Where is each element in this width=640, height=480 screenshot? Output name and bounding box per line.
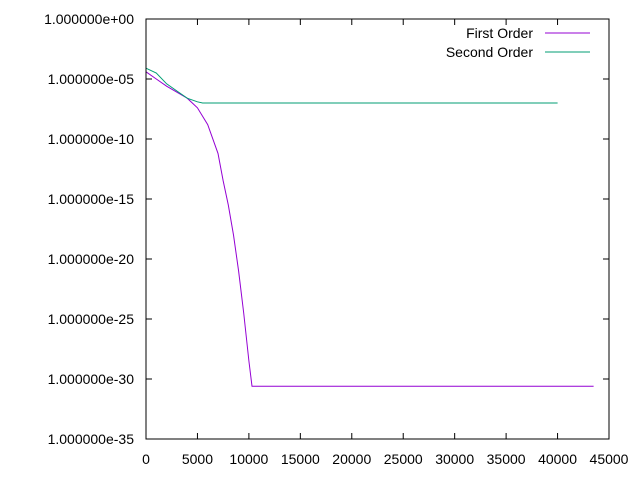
series-line-second-order <box>145 67 558 104</box>
x-tick-label: 5000 <box>182 451 213 467</box>
y-tick-label: 1.000000e-30 <box>48 371 135 387</box>
y-tick-label: 1.000000e-05 <box>48 71 135 87</box>
series-line-first-order <box>145 71 594 387</box>
x-tick-label: 40000 <box>538 451 577 467</box>
x-tick-label: 35000 <box>487 451 526 467</box>
y-tick-label: 1.000000e+00 <box>44 11 134 27</box>
x-axis-ticks: 0 5000 10000 15000 20000 25000 30000 35000 40000… <box>142 19 629 467</box>
y-tick-label: 1.000000e-25 <box>48 311 135 327</box>
legend: First Order Second Order <box>446 25 590 60</box>
x-tick-label: 30000 <box>435 451 474 467</box>
x-tick-label: 0 <box>142 451 150 467</box>
series-lines <box>145 67 594 387</box>
legend-label: Second Order <box>446 44 533 60</box>
x-tick-label: 20000 <box>332 451 371 467</box>
y-tick-label: 1.000000e-20 <box>48 251 135 267</box>
y-tick-label: 1.000000e-10 <box>48 131 135 147</box>
x-tick-label: 25000 <box>384 451 423 467</box>
legend-label: First Order <box>466 25 533 41</box>
y-axis-ticks: 1.000000e+00 1.000000e-05 1.000000e-10 1.00… <box>44 11 609 447</box>
x-tick-label: 15000 <box>281 451 320 467</box>
y-tick-label: 1.000000e-15 <box>48 191 135 207</box>
plot-frame <box>145 18 610 440</box>
y-tick-label: 1.000000e-35 <box>48 431 135 447</box>
x-tick-label: 10000 <box>229 451 268 467</box>
x-tick-label: 45000 <box>590 451 629 467</box>
